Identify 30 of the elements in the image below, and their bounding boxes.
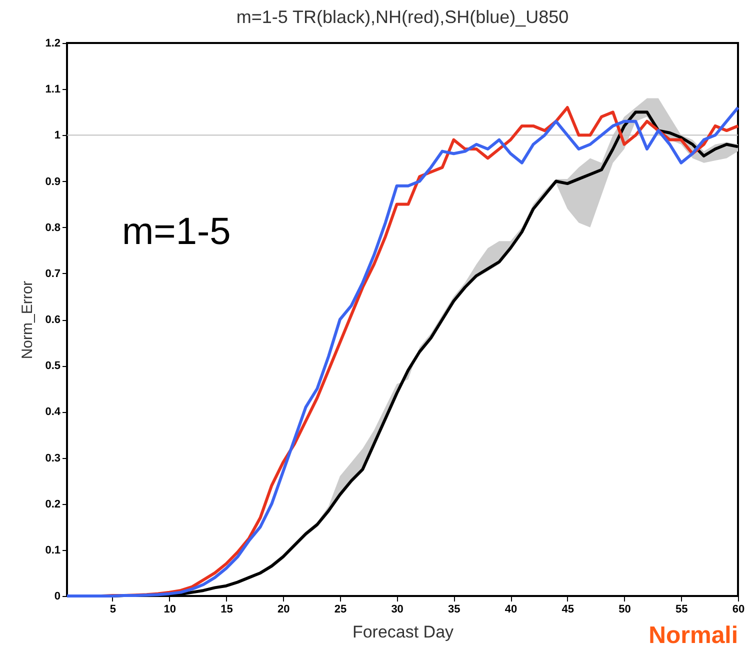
x-tick-label: 45 (562, 604, 574, 616)
x-tick-label: 25 (334, 604, 347, 616)
y-tick-label: 0.6 (45, 314, 60, 326)
y-tick-label: 1 (54, 130, 60, 142)
y-tick-label: 0.3 (45, 452, 60, 464)
y-tick-label: 0.2 (45, 498, 60, 510)
chart-title: m=1-5 TR(black),NH(red),SH(blue)_U850 (236, 7, 569, 27)
y-tick-label: 0.4 (45, 406, 62, 418)
x-tick-label: 40 (504, 604, 518, 616)
text: Normali (648, 622, 738, 649)
x-tick-label: 60 (732, 604, 745, 616)
x-tick-label: 30 (391, 604, 404, 616)
y-tick-label: 0 (54, 590, 60, 602)
annotation: m=1-5 (122, 211, 231, 253)
y-tick-label: 1.2 (45, 38, 60, 50)
y-tick-label: 1.1 (45, 84, 60, 96)
x-axis-title: Forecast Day (352, 622, 454, 642)
y-tick-label: 0.5 (45, 360, 60, 372)
x-tick-label: 20 (277, 604, 290, 616)
x-tick-label: 35 (448, 604, 460, 616)
x-tick-label: 10 (164, 604, 176, 616)
y-tick-label: 0.8 (45, 222, 60, 234)
x-tick-label: 55 (676, 604, 688, 616)
x-tick-label: 5 (110, 604, 116, 616)
y-tick-label: 0.9 (45, 176, 60, 188)
x-tick-label: 15 (220, 604, 233, 616)
y-tick-label: 0.1 (45, 544, 60, 556)
x-tick-label: 50 (618, 604, 631, 616)
y-axis-title: Norm_Error (19, 280, 36, 360)
y-tick-label: 0.7 (45, 268, 60, 280)
